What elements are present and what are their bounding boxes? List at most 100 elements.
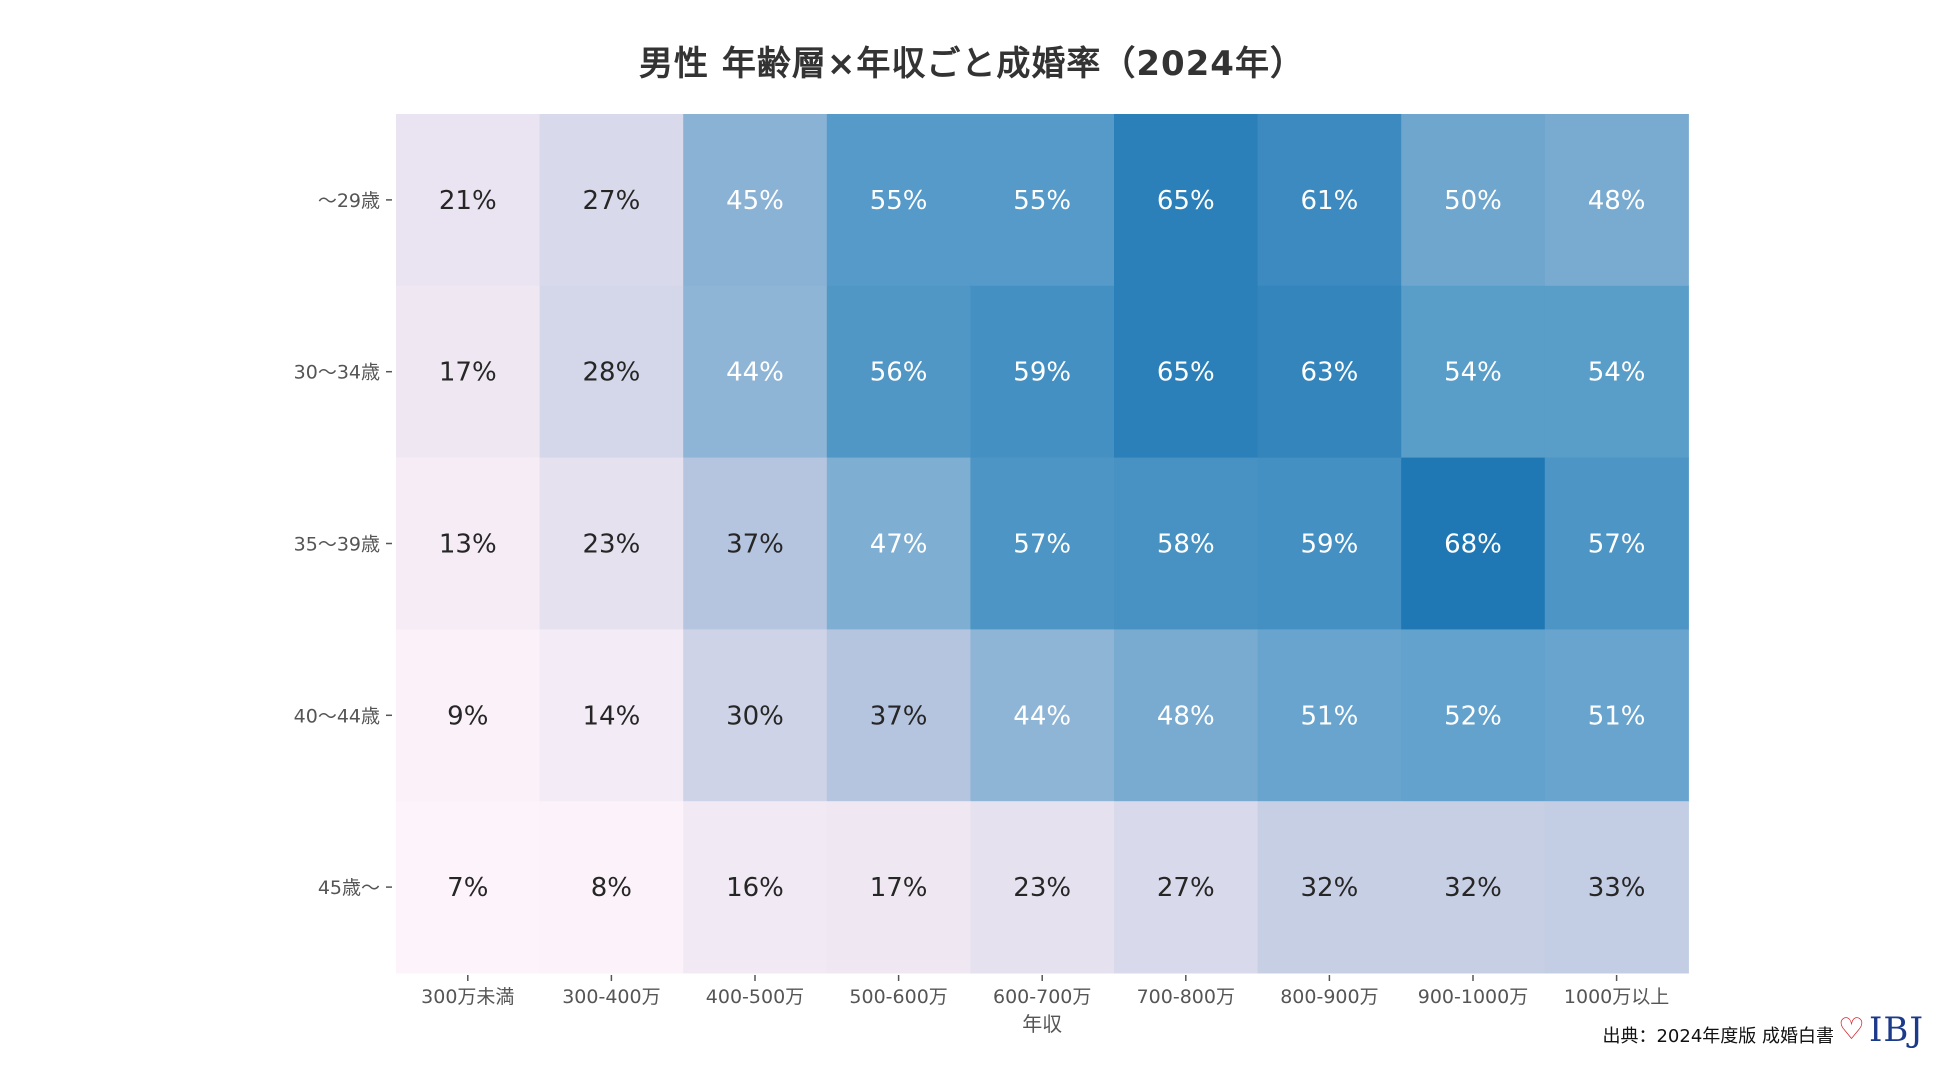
- cell-value-label: 7%: [447, 873, 488, 903]
- cell-value-label: 65%: [1157, 358, 1215, 388]
- cell-value-label: 17%: [870, 873, 928, 903]
- cell-value-label: 57%: [1588, 530, 1646, 560]
- heatmap-cell: [1257, 801, 1402, 974]
- cell-value-label: 61%: [1301, 186, 1359, 216]
- cell-value-label: 50%: [1444, 186, 1502, 216]
- heatmap-cell: [1257, 457, 1402, 630]
- heatmap-cell: [539, 629, 684, 802]
- cell-value-label: 13%: [439, 530, 497, 560]
- cell-value-label: 45%: [726, 186, 784, 216]
- heatmap-cell: [396, 801, 541, 974]
- cell-value-label: 63%: [1301, 358, 1359, 388]
- heatmap-cell: [1114, 629, 1259, 802]
- x-tick-label: 800-900万: [1280, 986, 1378, 1008]
- heatmap-cell: [683, 801, 828, 974]
- cell-value-label: 68%: [1444, 530, 1502, 560]
- heatmap-cell: [826, 114, 971, 287]
- heatmap-cell: [683, 114, 828, 287]
- cell-value-label: 9%: [447, 701, 488, 731]
- y-tick-label: 30～34歳: [294, 362, 380, 384]
- x-tick-label: 1000万以上: [1564, 986, 1669, 1008]
- ibj-logo-text: IBJ: [1868, 1010, 1924, 1050]
- heatmap-cell: [1401, 114, 1546, 287]
- heatmap-cell: [826, 285, 971, 459]
- cell-value-label: 33%: [1588, 873, 1646, 903]
- heatmap-cell: [970, 114, 1115, 287]
- heatmap-cell: [396, 457, 541, 630]
- cell-value-label: 23%: [1013, 873, 1071, 903]
- heatmap-cell: [539, 457, 684, 630]
- cell-value-label: 30%: [726, 701, 784, 731]
- heatmap-cell: [970, 285, 1115, 459]
- heatmap-cell: [1544, 457, 1689, 630]
- heatmap-cell: [539, 801, 684, 974]
- cell-value-label: 56%: [870, 358, 928, 388]
- heatmap-cell: [396, 114, 541, 287]
- heatmap-cell: [1401, 285, 1546, 459]
- chart-title: 男性 年齢層×年収ごと成婚率（2024年）: [639, 44, 1305, 84]
- cell-value-label: 32%: [1444, 873, 1502, 903]
- heatmap-cell: [1544, 114, 1689, 287]
- cell-value-label: 44%: [1013, 701, 1071, 731]
- heatmap-cell: [826, 457, 971, 630]
- cell-value-label: 8%: [591, 873, 632, 903]
- heatmap-cell: [1114, 114, 1259, 287]
- heatmap-cell: [1401, 457, 1546, 630]
- heatmap-cell: [683, 629, 828, 802]
- cell-value-label: 55%: [870, 186, 928, 216]
- heatmap-cell: [826, 801, 971, 974]
- heatmap-cell: [396, 629, 541, 802]
- heatmap-cell: [539, 285, 684, 459]
- cell-value-label: 48%: [1588, 186, 1646, 216]
- heatmap-cell: [1401, 801, 1546, 974]
- cell-value-label: 51%: [1301, 701, 1359, 731]
- heatmap-cell: [1544, 629, 1689, 802]
- cell-value-label: 28%: [583, 358, 641, 388]
- x-tick-label: 300-400万: [562, 986, 660, 1008]
- cell-value-label: 14%: [583, 701, 641, 731]
- heatmap-cells: 21% 27% 45% 55% 55% 65% 61% 50% 48% 17% 28% 44% 56% 5…: [396, 114, 1689, 974]
- heatmap-cell: [970, 801, 1115, 974]
- x-tick-label: 400-500万: [706, 986, 804, 1008]
- cell-value-label: 16%: [726, 873, 784, 903]
- cell-value-label: 54%: [1444, 358, 1502, 388]
- y-tick-label: 45歳～: [318, 877, 380, 899]
- heatmap-cell: [1257, 629, 1402, 802]
- cell-value-label: 59%: [1013, 358, 1071, 388]
- heatmap-cell: [396, 285, 541, 459]
- cell-value-label: 48%: [1157, 701, 1215, 731]
- source-note: 出典：2024年度版 成婚白書: [1602, 1026, 1834, 1047]
- heatmap-cell: [970, 457, 1115, 630]
- cell-value-label: 52%: [1444, 701, 1502, 731]
- x-tick-label: 600-700万: [993, 986, 1091, 1008]
- cell-value-label: 37%: [726, 530, 784, 560]
- x-tick-label: 500-600万: [849, 986, 947, 1008]
- heatmap-cell: [1257, 114, 1402, 287]
- y-tick-label: 40～44歳: [294, 705, 380, 727]
- cell-value-label: 47%: [870, 530, 928, 560]
- heatmap-cell: [539, 114, 684, 287]
- cell-value-label: 51%: [1588, 701, 1646, 731]
- heatmap-cell: [1114, 457, 1259, 630]
- heatmap-cell: [1114, 801, 1259, 974]
- y-axis-tick-labels: ～29歳 30～34歳 35～39歳 40～44歳 45歳～: [294, 190, 392, 899]
- heatmap-cell: [683, 285, 828, 459]
- cell-value-label: 17%: [439, 358, 497, 388]
- cell-value-label: 21%: [439, 186, 497, 216]
- ibj-logo: ♡ IBJ: [1838, 1010, 1924, 1050]
- cell-value-label: 59%: [1301, 530, 1359, 560]
- cell-value-label: 57%: [1013, 530, 1071, 560]
- cell-value-label: 65%: [1157, 186, 1215, 216]
- cell-value-label: 27%: [583, 186, 641, 216]
- heatmap-cell: [1544, 285, 1689, 459]
- cell-value-label: 27%: [1157, 873, 1215, 903]
- heatmap-cell: [1401, 629, 1546, 802]
- cell-value-label: 58%: [1157, 530, 1215, 560]
- cell-value-label: 32%: [1301, 873, 1359, 903]
- heatmap-cell: [1544, 801, 1689, 974]
- x-tick-label: 300万未満: [421, 986, 514, 1008]
- x-tick-label: 700-800万: [1137, 986, 1235, 1008]
- y-tick-label: ～29歳: [318, 190, 380, 212]
- cell-value-label: 55%: [1013, 186, 1071, 216]
